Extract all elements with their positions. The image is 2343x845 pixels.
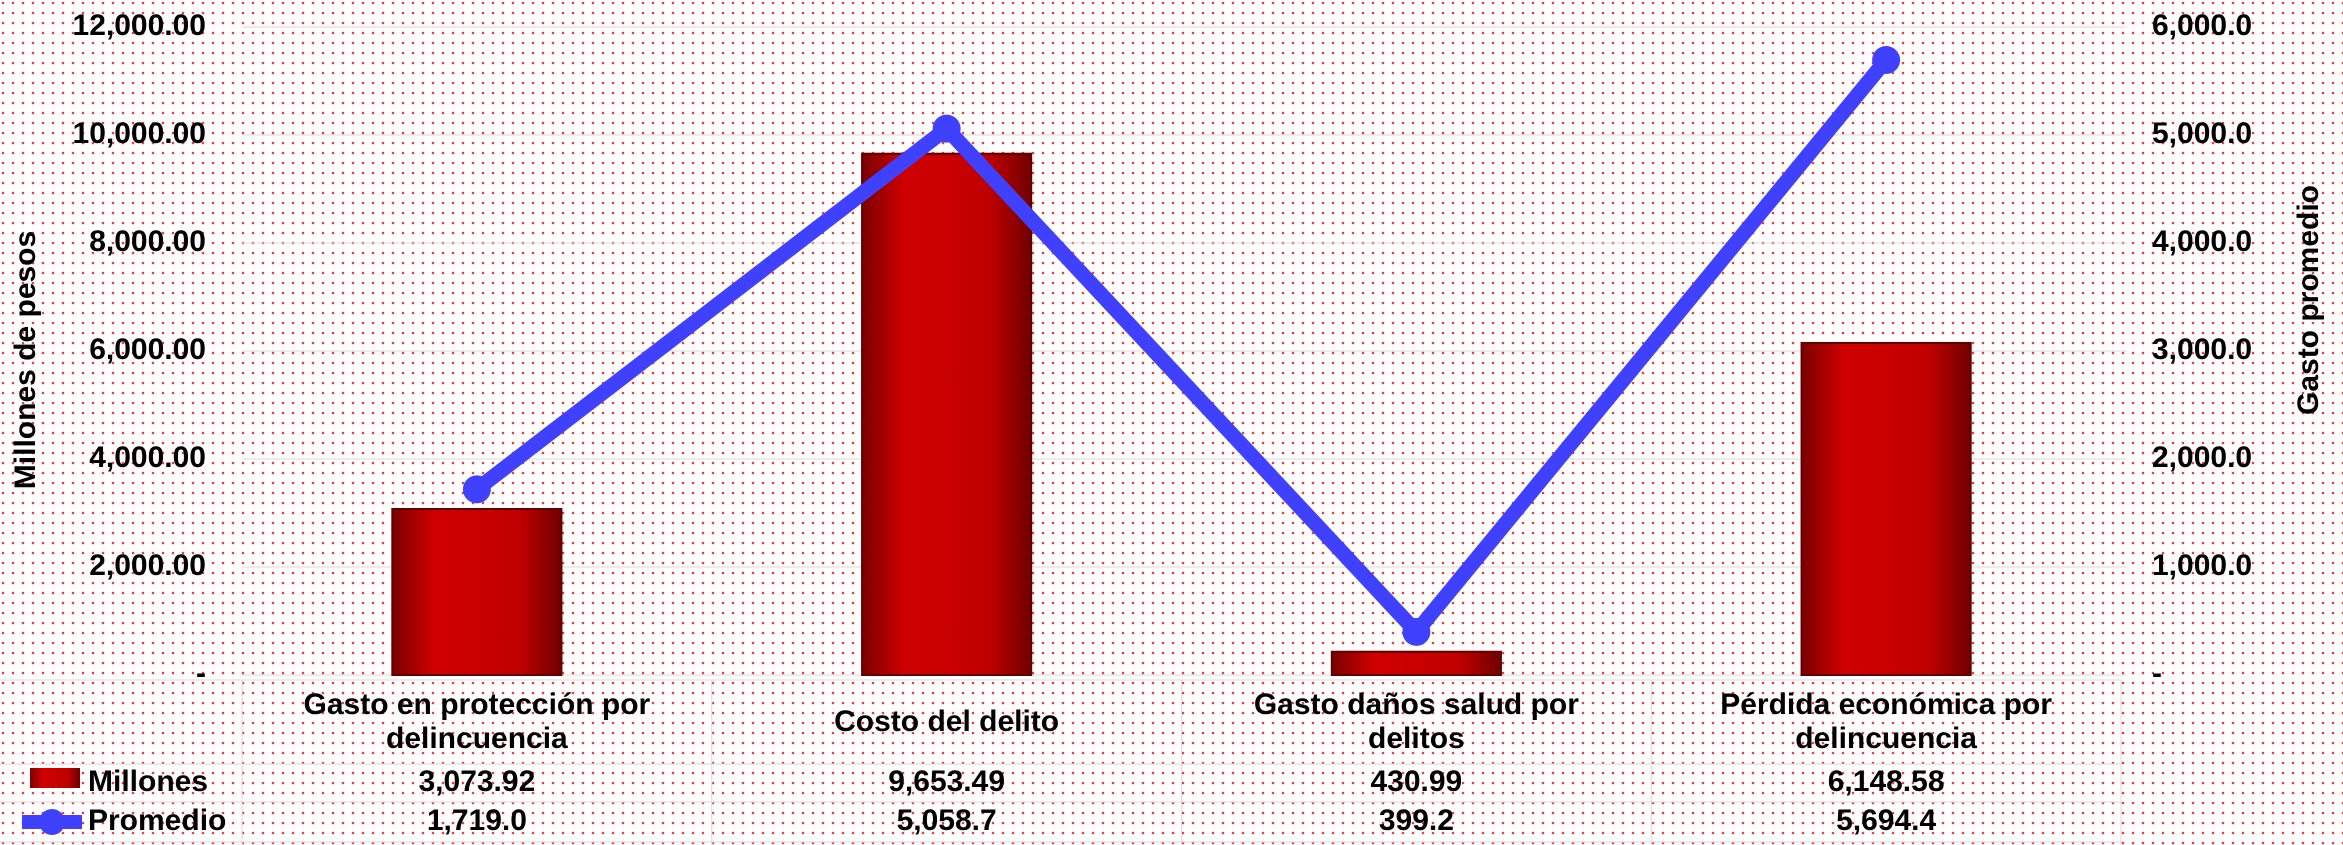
data-table-value: 430.99 bbox=[1370, 765, 1462, 798]
x-tick-label: Gasto en protección por delincuencia bbox=[303, 688, 651, 755]
data-table-value: 6,148.58 bbox=[1828, 765, 1945, 798]
line-marker bbox=[932, 114, 961, 143]
data-table-value: 3,073.92 bbox=[418, 765, 535, 798]
y2-tick-label: - bbox=[2152, 657, 2162, 690]
data-table-value: 5,694.4 bbox=[1836, 804, 1936, 837]
y-tick-label: 6,000.00 bbox=[89, 333, 206, 366]
x-tick-label: Pérdida económica por delincuencia bbox=[1720, 688, 2052, 755]
y-tick-label: 2,000.00 bbox=[89, 549, 206, 582]
y-tick-label: 12,000.00 bbox=[73, 9, 206, 42]
line-marker bbox=[1402, 617, 1431, 646]
data-table-value: 1,719.0 bbox=[427, 804, 527, 837]
y2-tick-label: 6,000.0 bbox=[2152, 9, 2252, 42]
y2-tick-label: 5,000.0 bbox=[2152, 117, 2252, 150]
y2-axis-title: Gasto promedio bbox=[2292, 185, 2325, 415]
bar bbox=[391, 508, 563, 677]
y-tick-label: - bbox=[196, 657, 206, 690]
y2-tick-label: 4,000.0 bbox=[2152, 225, 2252, 258]
y2-tick-label: 1,000.0 bbox=[2152, 549, 2252, 582]
bar bbox=[1800, 341, 1972, 676]
y-axis-title: Millones de pesos bbox=[9, 231, 42, 489]
line-marker bbox=[462, 475, 491, 504]
y2-tick-label: 2,000.0 bbox=[2152, 441, 2252, 474]
y2-tick-label: 3,000.0 bbox=[2152, 333, 2252, 366]
data-table-value: 9,653.49 bbox=[888, 765, 1005, 798]
line bbox=[472, 55, 1892, 640]
bar bbox=[1330, 650, 1502, 677]
y-tick-label: 10,000.00 bbox=[73, 117, 206, 150]
legend-bar-icon bbox=[30, 768, 80, 788]
bar bbox=[861, 152, 1033, 676]
legend-label: Promedio bbox=[88, 804, 226, 837]
legend-line-marker bbox=[39, 809, 65, 835]
data-table-value: 5,058.7 bbox=[897, 804, 997, 837]
line-marker bbox=[1872, 46, 1901, 75]
data-table-value: 399.2 bbox=[1379, 804, 1454, 837]
x-tick-label: Gasto daños salud por delitos bbox=[1253, 688, 1579, 755]
legend-label: Millones bbox=[88, 765, 208, 798]
y-tick-label: 4,000.00 bbox=[89, 441, 206, 474]
y-tick-label: 8,000.00 bbox=[89, 225, 206, 258]
x-tick-label: Costo del delito bbox=[834, 705, 1060, 738]
